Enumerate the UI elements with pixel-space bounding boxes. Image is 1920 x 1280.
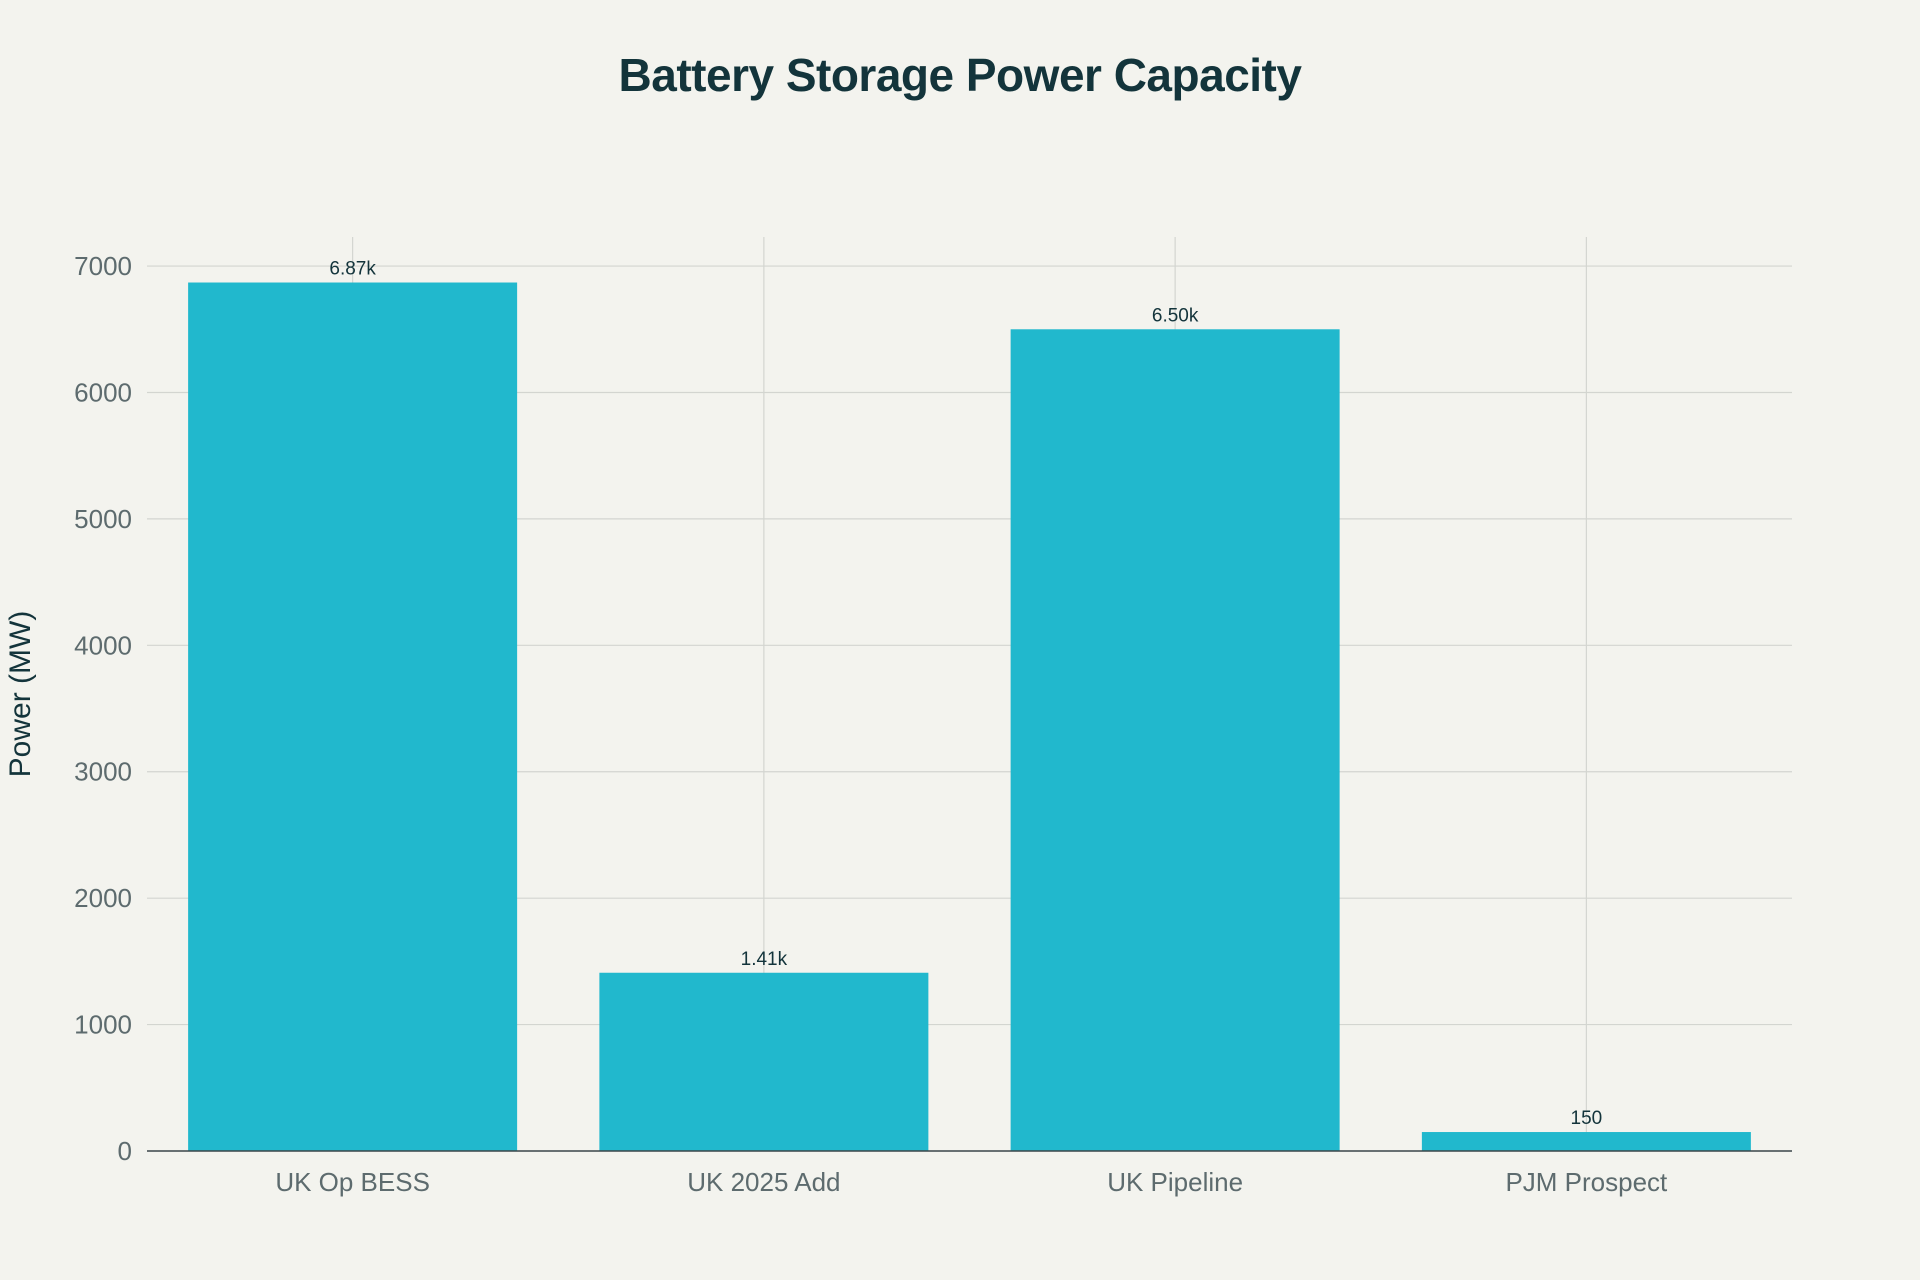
bar[interactable] — [1010, 329, 1340, 1151]
chart-title: Battery Storage Power Capacity — [618, 49, 1302, 101]
x-tick-label: UK 2025 Add — [687, 1167, 840, 1197]
x-tick-label: PJM Prospect — [1505, 1167, 1668, 1197]
x-tick-label: UK Op BESS — [275, 1167, 430, 1197]
bar-data-label: 6.50k — [1152, 305, 1199, 326]
x-tick-label: UK Pipeline — [1107, 1167, 1243, 1197]
y-tick-label: 4000 — [74, 630, 132, 660]
bar-data-label: 150 — [1571, 1108, 1603, 1129]
bar[interactable] — [1421, 1132, 1751, 1151]
bars-layer — [188, 282, 1751, 1151]
y-axis-title: Power (MW) — [4, 611, 37, 778]
y-tick-label: 0 — [118, 1136, 132, 1166]
y-tick-label: 2000 — [74, 883, 132, 913]
bar-data-label: 6.87k — [329, 259, 376, 280]
bar[interactable] — [599, 972, 929, 1151]
bar[interactable] — [188, 282, 518, 1151]
y-tick-label: 7000 — [74, 251, 132, 281]
y-tick-label: 6000 — [74, 377, 132, 407]
y-tick-label: 5000 — [74, 504, 132, 534]
labels-layer: 0 1000 2000 3000 4000 5000 6000 7000 6.87k UK Op … — [74, 251, 1668, 1197]
y-tick-label: 1000 — [74, 1010, 132, 1040]
bar-data-label: 1.41k — [741, 949, 788, 970]
y-tick-label: 3000 — [74, 757, 132, 787]
